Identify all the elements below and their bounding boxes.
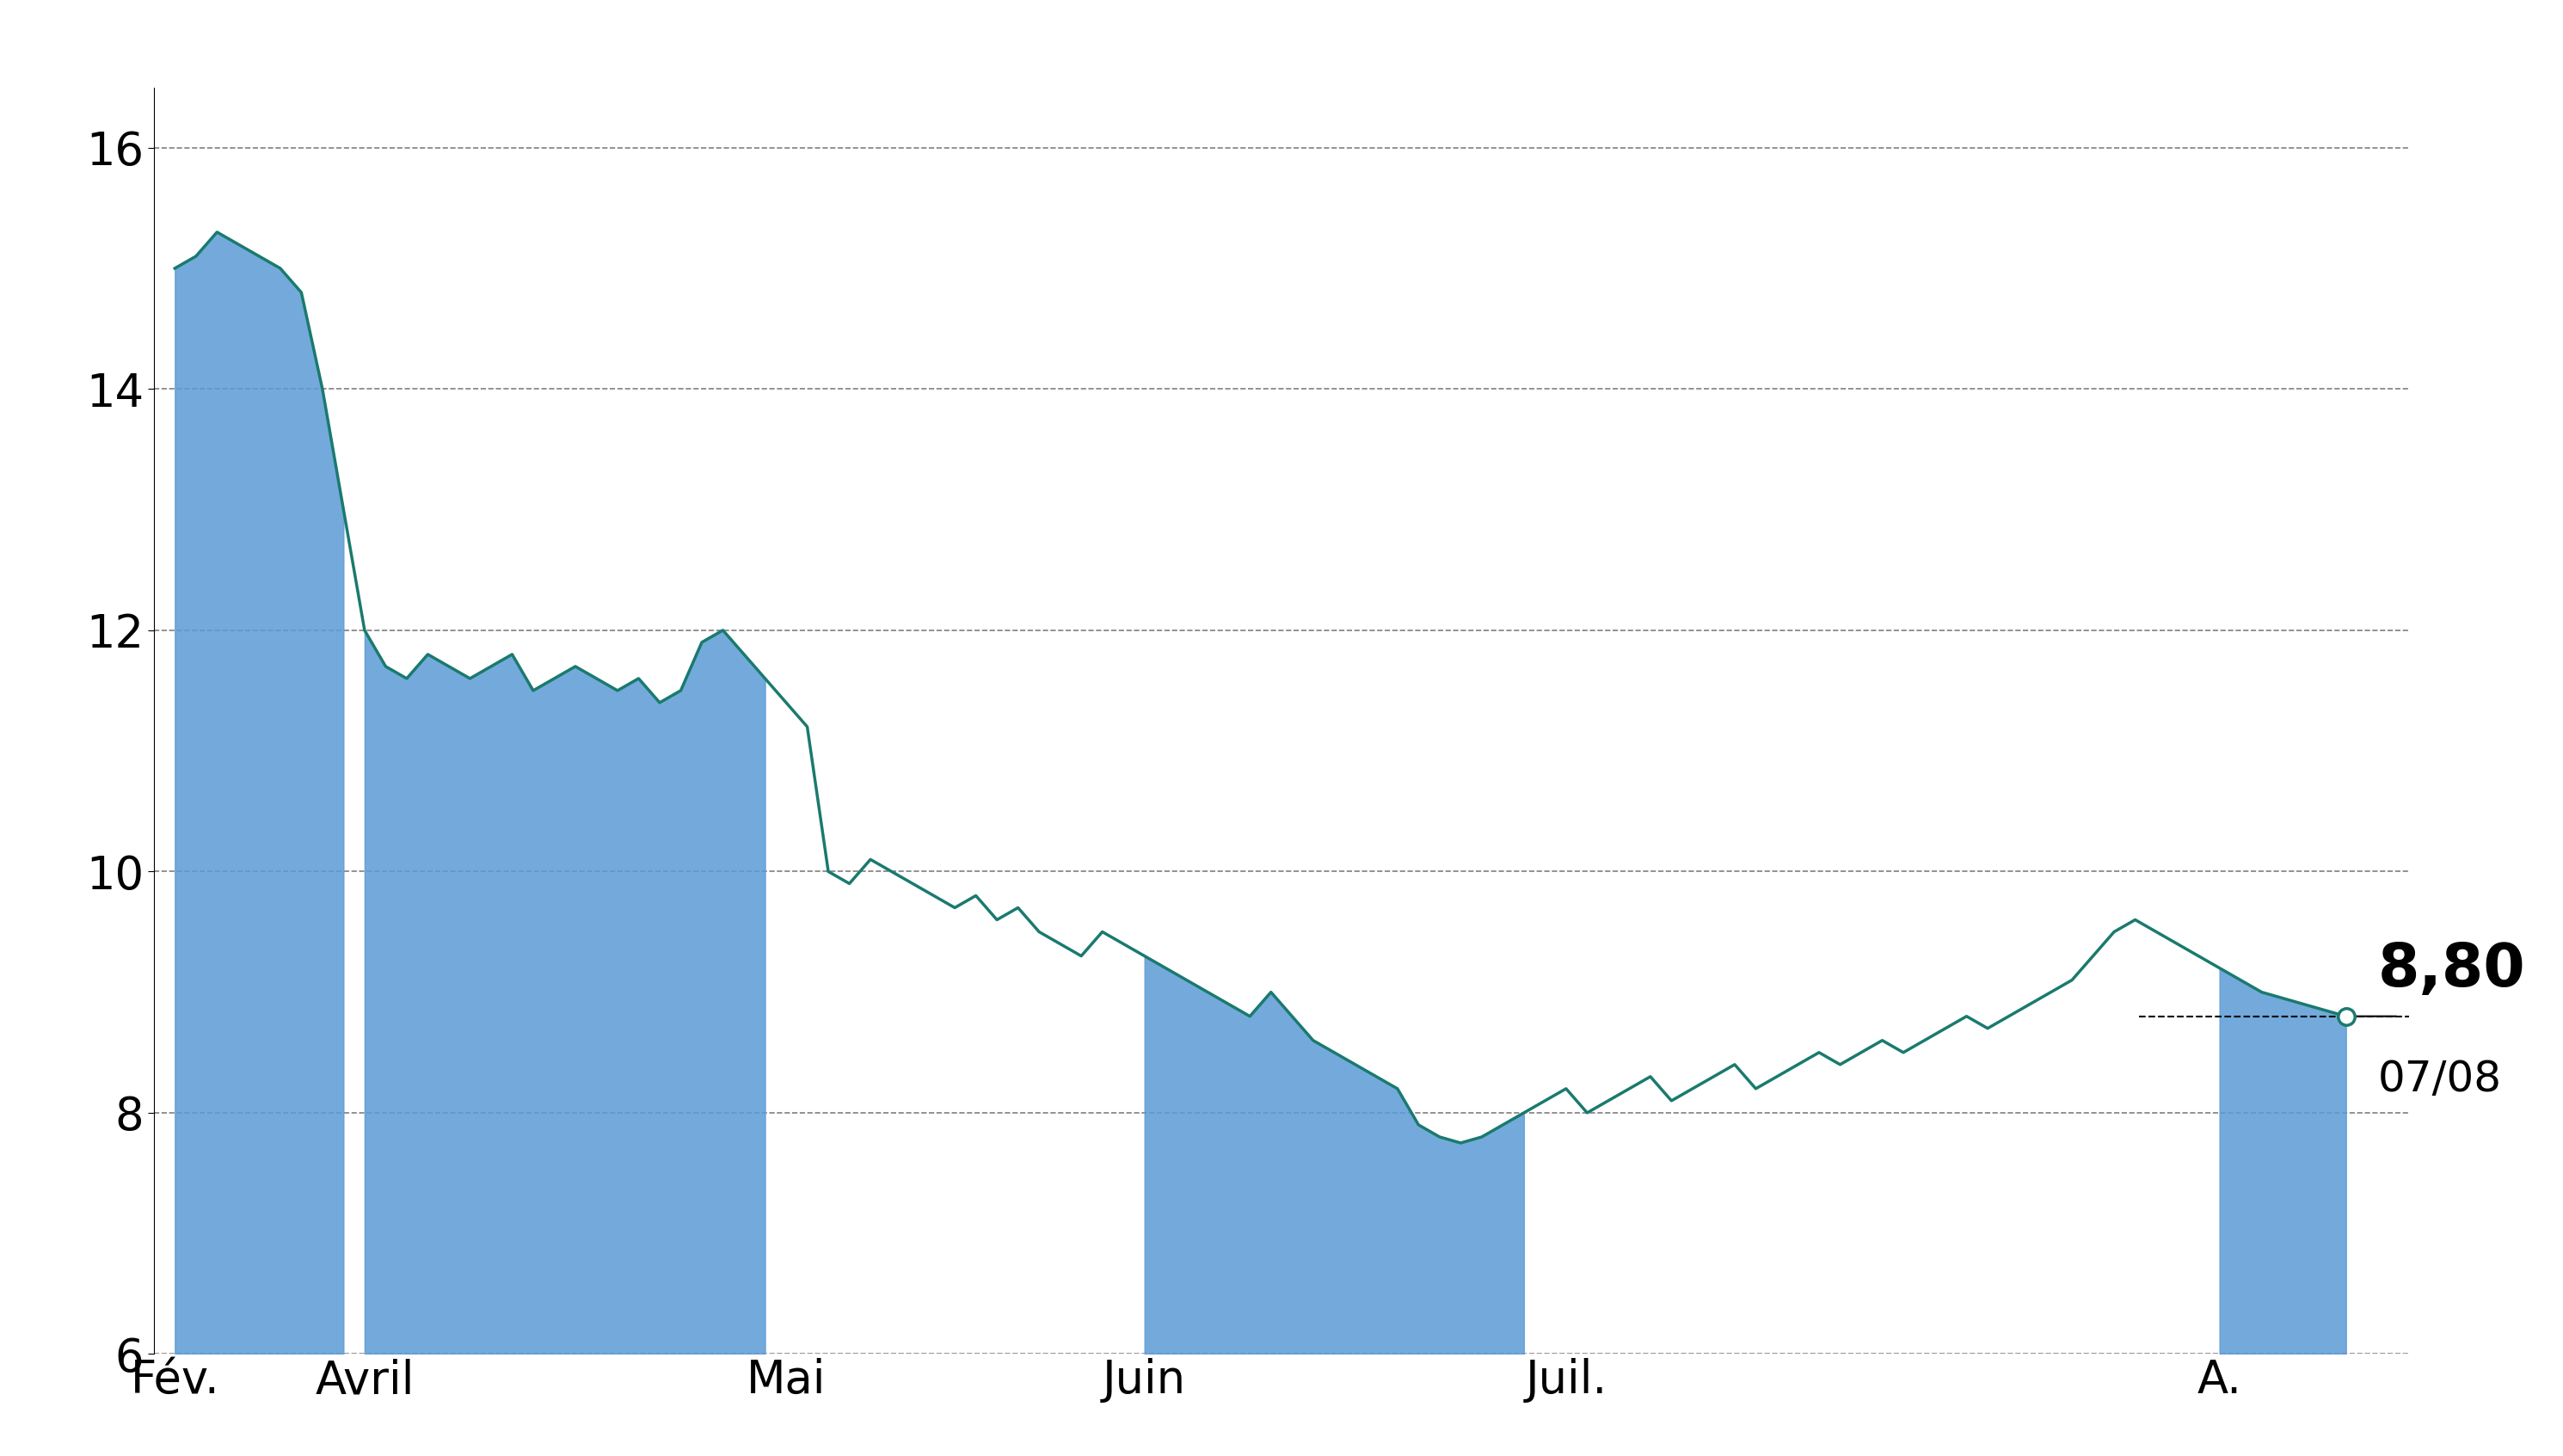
- Text: Issuer Direct Corporation: Issuer Direct Corporation: [669, 13, 1894, 96]
- Text: 07/08: 07/08: [2378, 1059, 2501, 1099]
- Text: 8,80: 8,80: [2378, 941, 2525, 999]
